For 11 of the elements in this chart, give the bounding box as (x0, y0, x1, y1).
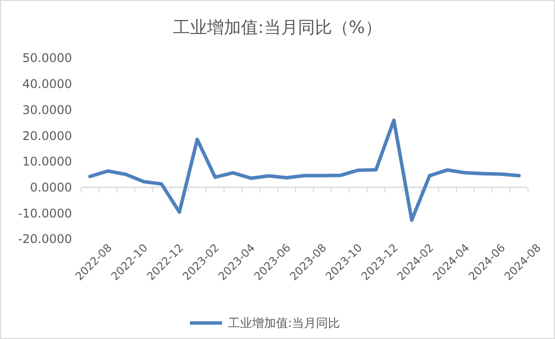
y-tick-label: -20.0000 (18, 232, 72, 246)
legend-label: 工业增加值:当月同比 (228, 316, 340, 330)
y-tick-label: 10.0000 (22, 154, 72, 169)
y-tick-label: 50.0000 (22, 51, 72, 66)
y-tick-label: 30.0000 (22, 102, 72, 117)
y-tick-label: 0.0000 (30, 180, 72, 194)
y-tick-label: 40.0000 (22, 77, 72, 92)
y-tick-label: 20.0000 (22, 128, 72, 143)
line-series (88, 118, 521, 222)
chart-title: 工业增加值:当月同比（%） (173, 18, 382, 38)
y-tick-label: -10.0000 (18, 206, 72, 220)
